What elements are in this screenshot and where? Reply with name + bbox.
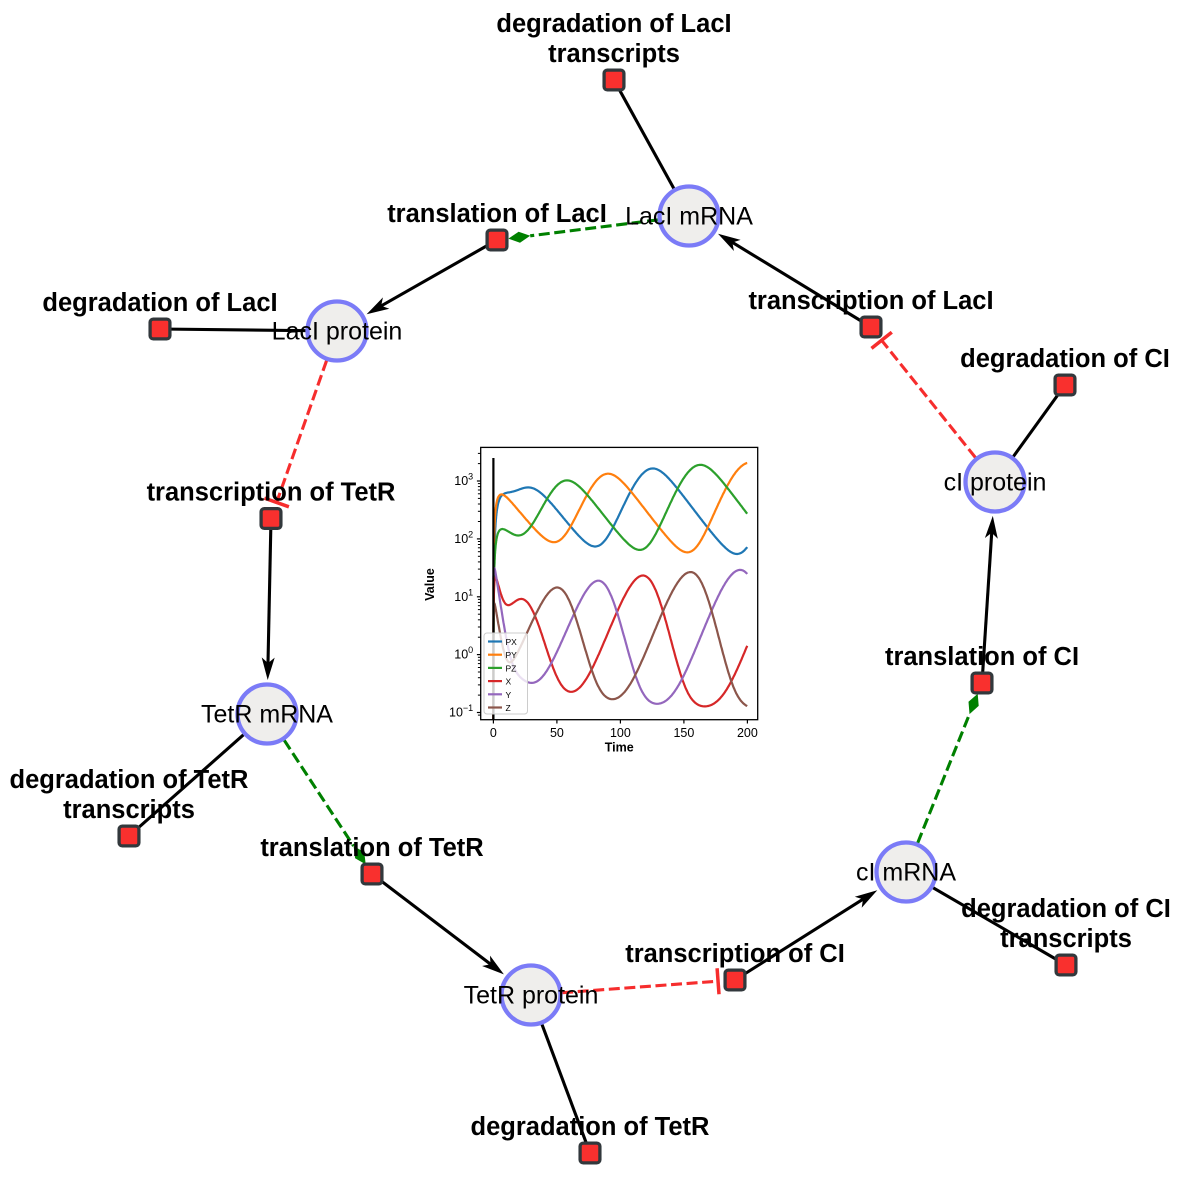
svg-text:100: 100: [610, 726, 631, 740]
svg-text:101: 101: [454, 587, 473, 604]
svg-text:cI mRNA: cI mRNA: [856, 859, 956, 887]
svg-text:transcripts: transcripts: [63, 796, 195, 824]
svg-text:degradation of TetR: degradation of TetR: [10, 766, 249, 794]
svg-text:PZ: PZ: [506, 663, 517, 673]
svg-text:TetR mRNA: TetR mRNA: [201, 701, 333, 729]
svg-text:degradation of CI: degradation of CI: [961, 895, 1171, 923]
svg-text:translation of CI: translation of CI: [885, 643, 1079, 671]
svg-text:transcription of TetR: transcription of TetR: [147, 479, 396, 507]
svg-text:PX: PX: [506, 637, 518, 647]
svg-text:degradation of CI: degradation of CI: [960, 345, 1170, 373]
svg-text:0: 0: [490, 726, 497, 740]
svg-text:100: 100: [454, 645, 473, 662]
svg-text:Time: Time: [605, 741, 634, 755]
svg-text:200: 200: [737, 726, 758, 740]
svg-text:degradation of LacI: degradation of LacI: [496, 10, 731, 38]
svg-text:transcription of LacI: transcription of LacI: [748, 287, 993, 315]
svg-text:50: 50: [550, 726, 564, 740]
svg-text:102: 102: [454, 529, 473, 546]
svg-text:cI protein: cI protein: [944, 469, 1047, 497]
svg-text:PY: PY: [506, 650, 518, 660]
svg-text:LacI protein: LacI protein: [272, 318, 403, 346]
svg-text:LacI mRNA: LacI mRNA: [625, 203, 753, 231]
svg-text:degradation of LacI: degradation of LacI: [42, 289, 277, 317]
svg-text:TetR protein: TetR protein: [464, 982, 599, 1010]
svg-text:X: X: [506, 677, 512, 687]
svg-text:translation of TetR: translation of TetR: [260, 834, 483, 862]
svg-text:transcription of CI: transcription of CI: [625, 940, 845, 968]
svg-text:150: 150: [673, 726, 694, 740]
svg-text:10−1: 10−1: [449, 703, 473, 720]
svg-text:Value: Value: [423, 568, 437, 601]
svg-text:transcripts: transcripts: [548, 40, 680, 68]
svg-text:Y: Y: [506, 690, 512, 700]
svg-text:translation of LacI: translation of LacI: [387, 200, 607, 228]
svg-text:degradation of TetR: degradation of TetR: [471, 1113, 710, 1141]
svg-text:Z: Z: [506, 703, 511, 713]
svg-text:103: 103: [454, 472, 473, 489]
svg-text:transcripts: transcripts: [1000, 925, 1132, 953]
